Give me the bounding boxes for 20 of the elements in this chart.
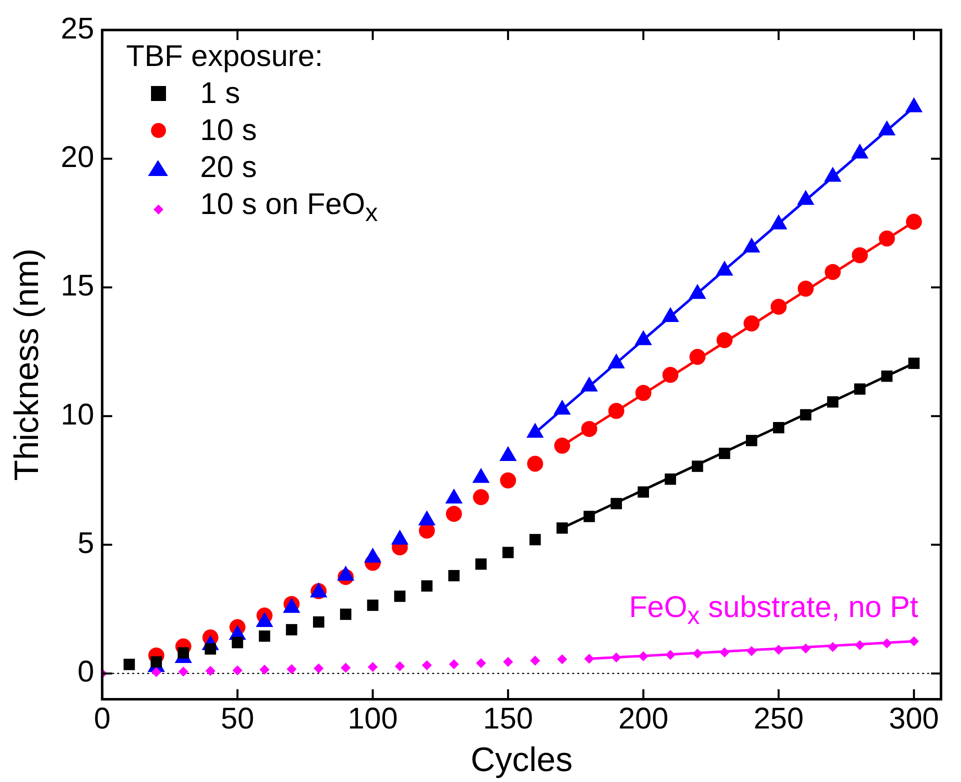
x-tick-label: 50 [220,702,254,736]
legend-label: 10 s on FeO$_{x}$ [200,187,378,229]
x-tick-label: 200 [618,702,668,736]
annotation: FeO$_{x}$ substrate, no Pt [628,591,918,632]
legend-label: 10 s [200,113,257,149]
x-axis-title: Cycles [470,740,573,779]
x-tick-label: 100 [348,702,398,736]
legend-title: TBF exposure: [126,39,324,75]
y-tick-label: 10 [60,398,94,432]
legend-label: 20 s [200,150,257,186]
x-tick-label: 150 [483,702,534,736]
y-axis-title: Thickness (nm) [8,248,46,481]
y-tick-label: 20 [60,140,94,174]
y-tick-label: 15 [60,270,94,303]
legend-label: 1 s [200,76,240,112]
y-tick-label: 25 [60,12,94,46]
x-tick-label: 300 [888,702,939,736]
y-tick-label: 5 [77,527,94,560]
y-tick-label: 0 [77,656,94,689]
x-tick-label: 250 [754,702,804,736]
